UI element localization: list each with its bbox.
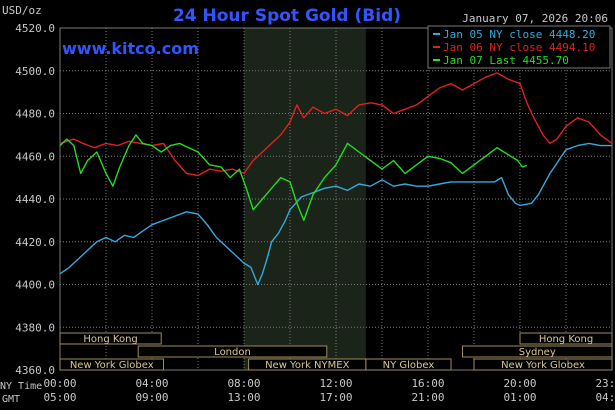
series-line-jan-05 (59, 142, 612, 286)
y-tick-label: 4480.0 (15, 108, 55, 121)
session-label: New York Globex (70, 360, 154, 371)
y-tick-label: 4460.0 (15, 150, 55, 163)
watermark: www.kitco.com (62, 39, 199, 58)
x-tick-label-gmt: 13:00 (227, 391, 260, 404)
session-bars: Hong Kong London New York Globex New York N… (59, 332, 613, 371)
session-bar (59, 358, 164, 371)
series-line-jan-07 (59, 134, 528, 222)
x-tick-label-gmt: 05:00 (43, 391, 76, 404)
x-tick-label-gmt: 01:00 (503, 391, 536, 404)
session-label: Sydney (519, 347, 556, 358)
session-bar (59, 332, 162, 345)
y-tick-label: 4420.0 (15, 236, 55, 249)
x-tick-label-gmt: 21:00 (411, 391, 444, 404)
unit-label: USD/oz (2, 4, 42, 17)
y-tick-label: 4360.0 (15, 364, 55, 377)
session-label: Hong Kong (83, 334, 137, 345)
x-tick-label-ny: 00:00 (43, 377, 76, 390)
session-bar (137, 345, 328, 358)
session-label: New York NYMEX (265, 360, 350, 371)
x-label-gmt: GMT (2, 394, 20, 405)
session-bar (519, 332, 613, 345)
session-label: Hong Kong (539, 334, 593, 345)
legend-entry: Jan 07 Last 4455.70 (443, 54, 569, 67)
y-tick-label: 4440.0 (15, 193, 55, 206)
x-tick-label-ny: 08:00 (227, 377, 260, 390)
y-tick-label: 4400.0 (15, 279, 55, 292)
y-tick-label: 4520.0 (15, 22, 55, 35)
x-tick-label-ny: 23:59 (595, 377, 615, 390)
x-tick-label-ny: 12:00 (319, 377, 352, 390)
chart-title: 24 Hour Spot Gold (Bid) (173, 6, 401, 26)
y-tick-labels: 4520.0 4500.0 4480.0 4460.0 4440.0 4420.0 4400… (15, 22, 55, 377)
y-tick-label: 4500.0 (15, 65, 55, 78)
x-tick-label-gmt: 17:00 (319, 391, 352, 404)
session-bar (462, 345, 613, 358)
legend-entry: Jan 05 NY close 4448.20 (443, 28, 595, 41)
x-tick-label-ny: 20:00 (503, 377, 536, 390)
x-tick-label-ny: 16:00 (411, 377, 444, 390)
x-tick-label-gmt: 09:00 (135, 391, 168, 404)
session-label: New York Globex (501, 360, 585, 371)
session-bar (365, 358, 452, 371)
legend-box (427, 25, 611, 69)
session-label: NY Globex (383, 360, 435, 371)
x-tick-label-gmt: 04:59 (595, 391, 615, 404)
series-lines (59, 72, 613, 286)
y-tick-label: 4380.0 (15, 321, 55, 334)
datetime-label: January 07, 2026 20:06 (462, 12, 608, 25)
session-label: London (214, 347, 251, 358)
x-label-ny-time: NY Time (0, 381, 42, 392)
session-bar (473, 358, 613, 371)
x-tick-label-ny: 04:00 (135, 377, 168, 390)
legend-entry: Jan 06 NY close 4494.10 (443, 41, 595, 54)
